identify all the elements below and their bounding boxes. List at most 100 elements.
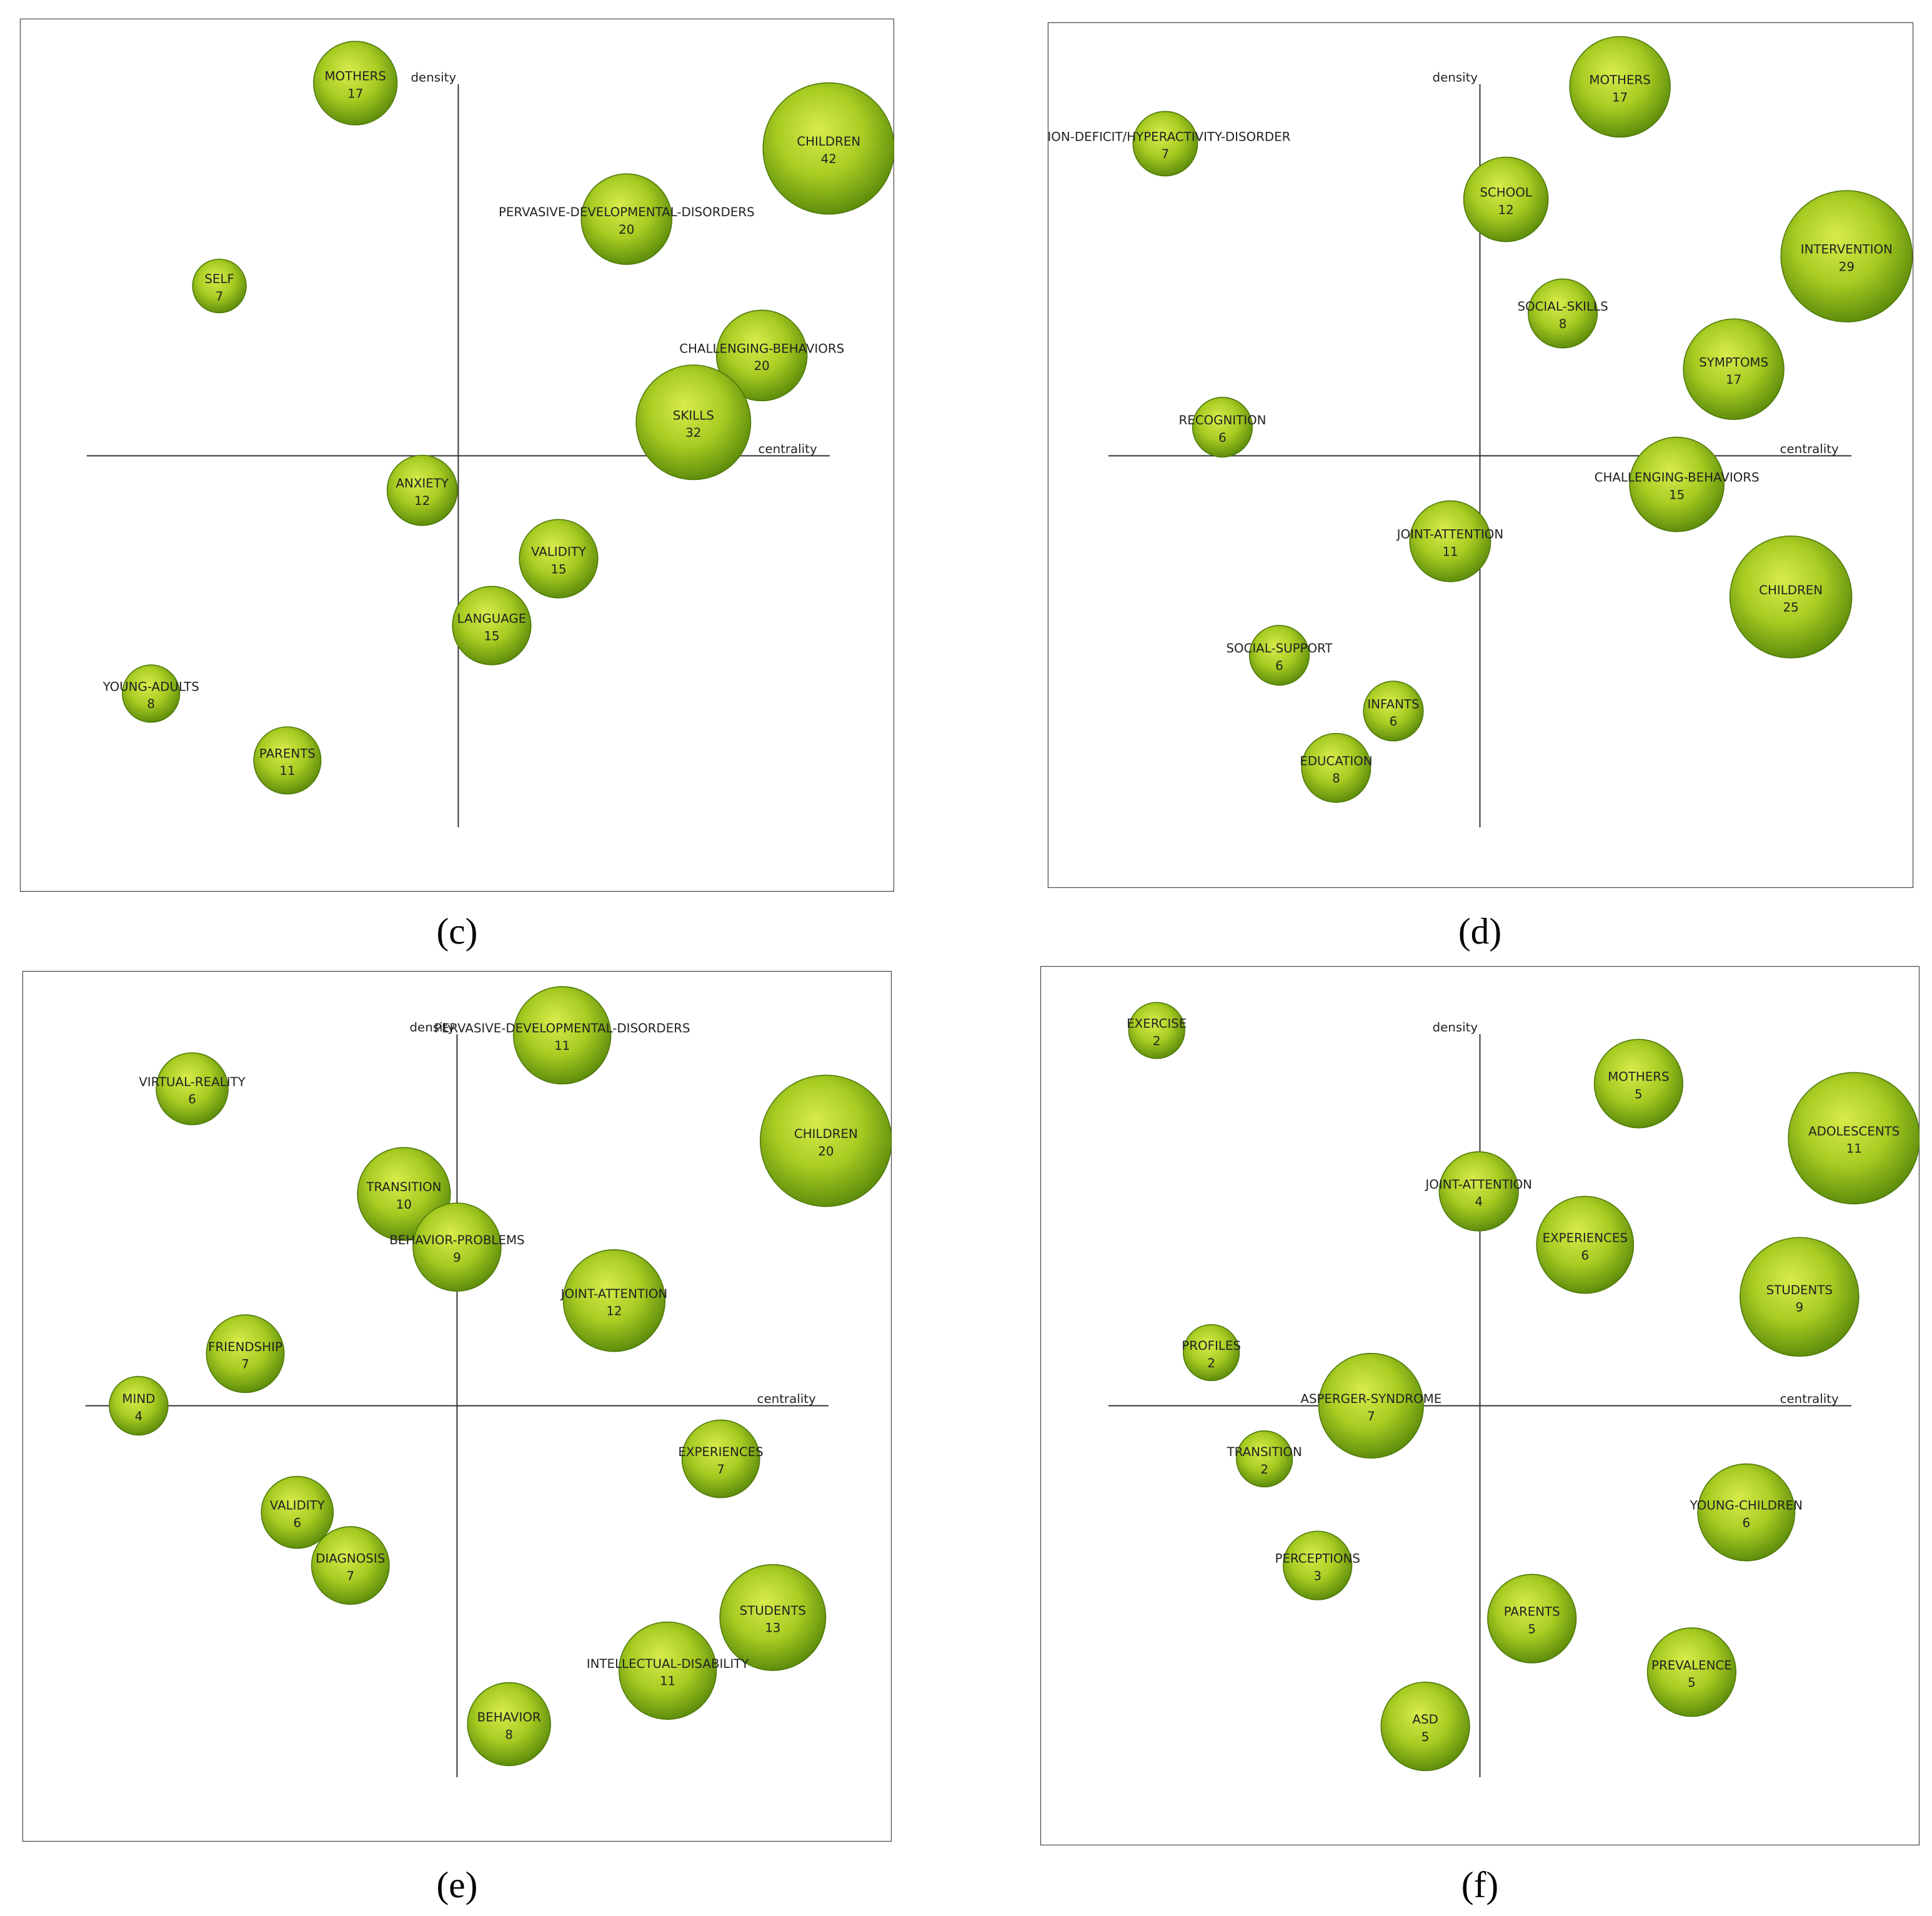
bubble-value: 17	[1612, 90, 1628, 104]
bubble-value: 15	[1669, 487, 1685, 502]
bubble-value: 4	[135, 1409, 143, 1424]
bubble-value: 8	[1559, 317, 1567, 331]
x-axis-label: centrality	[759, 442, 817, 456]
bubble-label: BEHAVIOR-PROBLEMS	[389, 1233, 524, 1247]
bubble-value: 7	[1367, 1409, 1375, 1424]
bubble-value: 8	[147, 697, 155, 711]
bubble	[1192, 396, 1253, 458]
bubble-value: 15	[550, 562, 566, 576]
bubble-label: STUDENTS	[740, 1604, 806, 1618]
bubble-label: CHALLENGING-BEHAVIORS	[1595, 471, 1760, 485]
bubble-value: 11	[279, 764, 295, 778]
bubble-value: 11	[660, 1674, 675, 1689]
bubble-label: SOCIAL-SUPPORT	[1226, 641, 1333, 656]
bubble	[386, 454, 458, 526]
bubble	[1593, 1039, 1683, 1129]
bubble	[1646, 1627, 1737, 1717]
bubble	[1363, 681, 1424, 742]
bubble-label: SELF	[204, 272, 234, 286]
bubble-label: JOINT-ATTENTION	[1424, 1177, 1532, 1192]
bubble-value: 7	[346, 1569, 354, 1583]
bubble-value: 7	[717, 1462, 725, 1477]
bubble-label: CHILDREN	[1759, 583, 1823, 597]
panel: centrality density EXERCISE 2 MOTHERS 5 ADOLES…	[1040, 965, 1920, 1846]
bubble-label: SYMPTOMS	[1699, 355, 1768, 369]
bubble-value: 8	[1332, 771, 1340, 786]
bubble	[1729, 535, 1853, 659]
bubble-value: 9	[1796, 1300, 1804, 1315]
bubble	[1183, 1324, 1240, 1382]
bubble-value: 5	[1635, 1087, 1643, 1101]
bubble-label: VALIDITY	[531, 545, 587, 559]
bubble	[1283, 1530, 1353, 1600]
bubble-label: FRIENDSHIP	[208, 1340, 282, 1354]
bubble-label: CHILDREN	[797, 134, 860, 149]
bubble-value: 2	[1153, 1034, 1161, 1048]
bubble-label: STUDENTS	[1766, 1283, 1833, 1297]
bubble	[313, 41, 398, 126]
bubble-value: 11	[1846, 1142, 1862, 1156]
bubble	[681, 1419, 760, 1499]
bubble	[192, 258, 247, 314]
bubble-value: 20	[619, 222, 634, 237]
bubble	[1380, 1681, 1470, 1772]
panel: centrality density MOTHERS 17 CHILDREN 42 PERV…	[19, 18, 895, 892]
bubble-value: 25	[1783, 601, 1799, 615]
bubble-label: YOUNG-ADULTS	[102, 679, 199, 694]
bubble	[1409, 500, 1491, 582]
bubble-value: 5	[1528, 1622, 1536, 1636]
bubble-label: EXPERIENCES	[678, 1445, 763, 1459]
bubble-label: TRANSITION	[1227, 1445, 1302, 1459]
bubble	[762, 82, 895, 215]
bubble	[1463, 156, 1549, 242]
bubble	[1536, 1195, 1635, 1294]
bubble-value: 15	[484, 629, 499, 643]
panel: centrality density MOTHERS 17 TION-DEFICIT/H…	[1047, 22, 1914, 889]
bubble	[1487, 1574, 1577, 1664]
bubble-label: JOINT-ATTENTION	[560, 1287, 668, 1301]
bubble	[311, 1526, 390, 1605]
caption: (d)	[1458, 911, 1501, 952]
bubble	[1236, 1430, 1293, 1488]
y-axis-label: density	[411, 70, 456, 84]
bubble-label: PARENTS	[259, 746, 316, 761]
bubble-label: RECOGNITION	[1178, 413, 1266, 427]
bubble-value: 8	[505, 1727, 513, 1742]
bubble-value: 12	[414, 494, 430, 508]
bubble-label: PERVASIVE-DEVELOPMENTAL-DISORDERS	[434, 1021, 690, 1035]
bubble-label: VIRTUAL-REALITY	[139, 1075, 246, 1089]
caption: (f)	[1461, 1864, 1498, 1905]
bubble-label: PREVALENCE	[1651, 1658, 1732, 1672]
bubble-value: 6	[188, 1092, 196, 1107]
bubble-value: 11	[1442, 544, 1458, 559]
bubble-value: 5	[1422, 1730, 1430, 1744]
bubble-label: EXERCISE	[1127, 1017, 1187, 1031]
bubble-label: VALIDITY	[270, 1499, 326, 1513]
y-axis-label: density	[410, 1020, 456, 1034]
x-axis-label: centrality	[757, 1392, 816, 1406]
bubble-label: EXPERIENCES	[1543, 1231, 1628, 1245]
bubble-value: 10	[396, 1197, 412, 1212]
bubble	[1528, 278, 1598, 349]
bubble-value: 32	[685, 426, 701, 440]
bubble-value: 6	[1742, 1515, 1750, 1530]
bubble-label: BEHAVIOR	[477, 1710, 541, 1725]
x-axis-label: centrality	[1780, 442, 1839, 456]
bubble	[122, 664, 181, 723]
bubble	[467, 1682, 551, 1767]
bubble-value: 12	[606, 1304, 622, 1319]
bubble-label: TRANSITION	[366, 1180, 441, 1194]
bubble	[1740, 1237, 1860, 1357]
bubble-value: 5	[1688, 1675, 1696, 1690]
bubble-label: PARENTS	[1504, 1605, 1560, 1619]
bubble-value: 2	[1207, 1356, 1215, 1370]
bubble	[719, 1564, 827, 1671]
bubble-value: 6	[1275, 659, 1283, 673]
x-axis-label: centrality	[1780, 1392, 1839, 1406]
bubble	[618, 1621, 717, 1720]
bubble	[206, 1314, 285, 1394]
bubble-label: LANGUAGE	[457, 612, 527, 626]
bubble-value: 7	[216, 289, 224, 304]
bubble	[1683, 318, 1785, 421]
y-axis-label: density	[1433, 70, 1478, 84]
